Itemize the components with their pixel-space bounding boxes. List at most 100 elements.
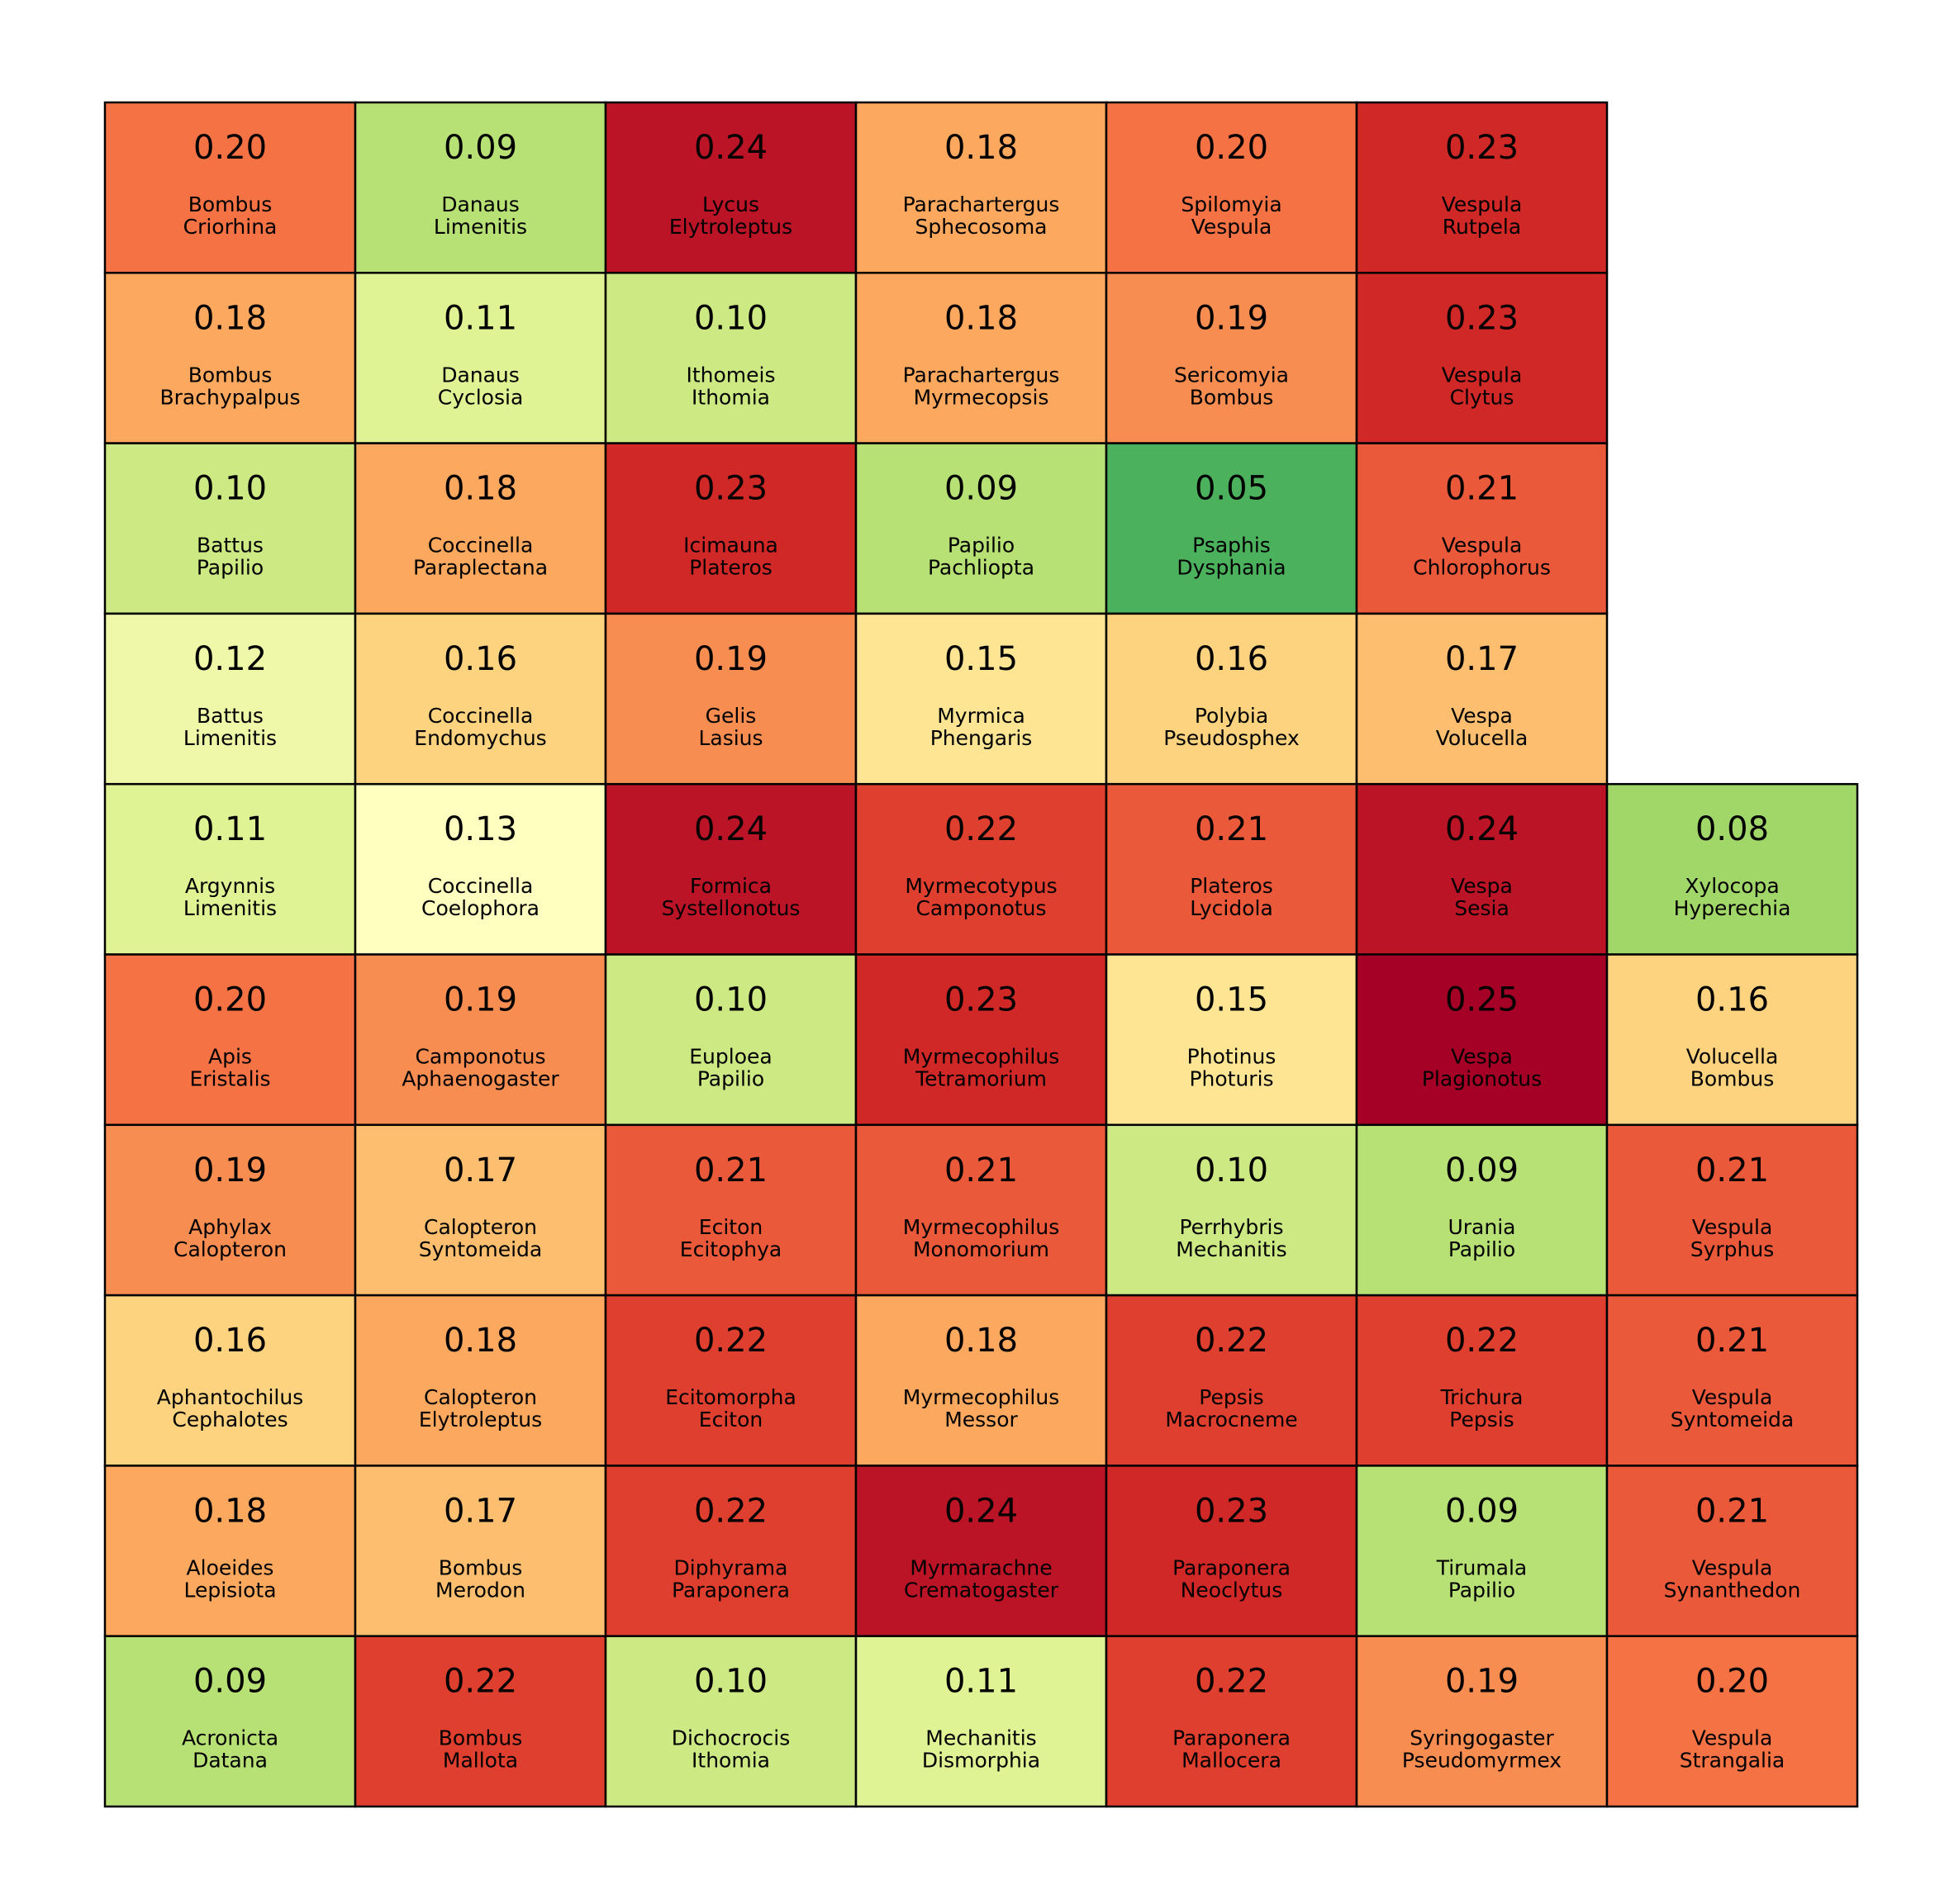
cell-label-model: Ecitomorpha bbox=[665, 1385, 796, 1409]
cell-value: 0.21 bbox=[1695, 1151, 1769, 1189]
cell-label-model: Vespula bbox=[1692, 1726, 1773, 1750]
cell-label-mimic: Elytroleptus bbox=[419, 1408, 542, 1432]
cell-value: 0.22 bbox=[694, 1322, 768, 1360]
cell-label-model: Pepsis bbox=[1199, 1385, 1263, 1409]
cell-value: 0.19 bbox=[694, 640, 768, 678]
cell-label-mimic: Sphecosoma bbox=[915, 215, 1048, 239]
cell-label-model: Bombus bbox=[188, 363, 273, 387]
cell-value: 0.23 bbox=[944, 981, 1018, 1019]
cell-value: 0.10 bbox=[1195, 1151, 1268, 1189]
cell-rect bbox=[354, 442, 607, 615]
cell-label-mimic: Lasius bbox=[698, 726, 763, 750]
cell-label-mimic: Datana bbox=[193, 1749, 268, 1773]
cell-value: 0.22 bbox=[944, 810, 1018, 848]
cell-label-model: Aphylax bbox=[188, 1215, 272, 1239]
cell-value: 0.22 bbox=[1195, 1322, 1268, 1360]
cell-label-mimic: Pachliopta bbox=[928, 556, 1034, 580]
cell-rect bbox=[1105, 953, 1358, 1127]
cell-label-mimic: Aphaenogaster bbox=[402, 1067, 559, 1091]
cell-label-mimic: Paraponera bbox=[672, 1578, 790, 1602]
cell-rect bbox=[1355, 101, 1609, 274]
cell-rect bbox=[354, 1635, 607, 1808]
cell-value: 0.10 bbox=[193, 470, 267, 508]
cell-label-model: Aloeides bbox=[187, 1555, 274, 1579]
cell-label-model: Battus bbox=[197, 704, 264, 728]
cell-label-model: Myrmica bbox=[937, 704, 1025, 728]
cell-rect bbox=[604, 1465, 858, 1637]
cell-rect bbox=[1105, 1635, 1358, 1808]
cell-rect bbox=[854, 101, 1108, 274]
cell-value: 0.18 bbox=[444, 470, 517, 508]
cell-value: 0.16 bbox=[1695, 981, 1769, 1019]
cell-value: 0.21 bbox=[694, 1151, 768, 1189]
cell-label-mimic: Rutpela bbox=[1443, 215, 1521, 239]
cell-rect bbox=[1355, 1465, 1609, 1637]
cell-label-mimic: Papilio bbox=[697, 1067, 764, 1091]
cell-value: 0.09 bbox=[1445, 1151, 1519, 1189]
cell-value: 0.24 bbox=[694, 810, 768, 848]
cell-label-model: Lycus bbox=[702, 192, 759, 216]
cell-label-model: Sericomyia bbox=[1174, 363, 1289, 387]
cell-label-mimic: Lycidola bbox=[1190, 896, 1273, 920]
cell-label-model: Vespula bbox=[1442, 363, 1523, 387]
cell-label-model: Battus bbox=[197, 534, 264, 558]
cell-label-model: Tirumala bbox=[1436, 1555, 1528, 1579]
cell-label-mimic: Cephalotes bbox=[172, 1408, 288, 1432]
cell-label-mimic: Paraplectana bbox=[413, 556, 548, 580]
cell-value: 0.09 bbox=[1445, 1492, 1519, 1530]
cell-value: 0.21 bbox=[1195, 810, 1268, 848]
cell-value: 0.21 bbox=[1695, 1322, 1769, 1360]
cell-label-mimic: Lepisiota bbox=[183, 1578, 276, 1602]
cell-value: 0.18 bbox=[944, 299, 1018, 337]
cell-value: 0.09 bbox=[444, 129, 517, 167]
cell-rect bbox=[1355, 1635, 1609, 1808]
cell-value: 0.21 bbox=[944, 1151, 1018, 1189]
cell-value: 0.05 bbox=[1195, 470, 1268, 508]
cell-rect bbox=[604, 1123, 858, 1297]
cell-label-model: Vespula bbox=[1692, 1555, 1773, 1579]
cell-rect bbox=[854, 1635, 1108, 1808]
cell-label-model: Papilio bbox=[948, 534, 1015, 558]
cell-rect bbox=[1355, 953, 1609, 1127]
cell-label-model: Aphantochilus bbox=[157, 1385, 303, 1409]
cell-label-mimic: Mallota bbox=[443, 1749, 518, 1773]
cell-label-mimic: Papilio bbox=[1448, 1578, 1515, 1602]
cell-label-mimic: Clytus bbox=[1450, 385, 1514, 409]
cell-label-model: Vespula bbox=[1442, 192, 1523, 216]
cell-value: 0.18 bbox=[944, 129, 1018, 167]
cell-label-mimic: Macrocneme bbox=[1165, 1408, 1297, 1432]
cell-label-mimic: Sesia bbox=[1454, 896, 1509, 920]
cell-label-mimic: Photuris bbox=[1189, 1067, 1273, 1091]
cell-value: 0.24 bbox=[944, 1492, 1018, 1530]
cell-value: 0.16 bbox=[1195, 640, 1268, 678]
cell-label-mimic: Myrmecopsis bbox=[914, 385, 1049, 409]
cell-label-model: Psaphis bbox=[1192, 534, 1271, 558]
cell-rect bbox=[854, 442, 1108, 615]
cell-value: 0.24 bbox=[1445, 810, 1519, 848]
cell-label-mimic: Systellonotus bbox=[662, 896, 801, 920]
cell-value: 0.24 bbox=[694, 129, 768, 167]
cell-label-mimic: Endomychus bbox=[414, 726, 546, 750]
cell-label-model: Icimauna bbox=[683, 534, 778, 558]
